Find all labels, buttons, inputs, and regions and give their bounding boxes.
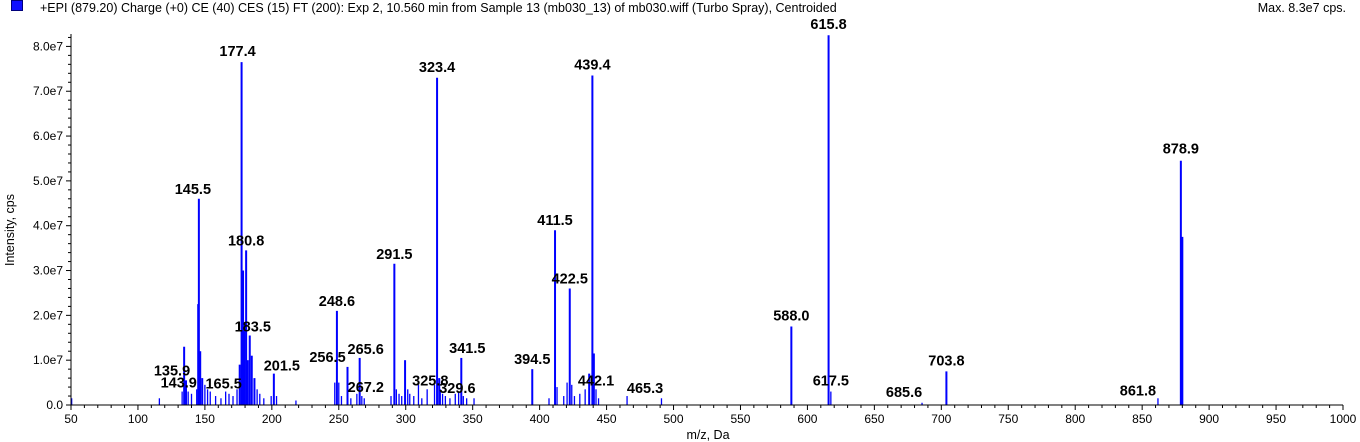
peak-label: 325.8 (412, 373, 448, 389)
x-tick-label: 250 (329, 412, 349, 426)
x-tick-label: 350 (463, 412, 483, 426)
spectrum-title: +EPI (879.20) Charge (+0) CE (40) CES (1… (40, 1, 837, 15)
peak-label: 411.5 (537, 213, 573, 229)
x-tick-label: 650 (864, 412, 884, 426)
peak-label: 703.8 (928, 353, 964, 369)
max-intensity-label: Max. 8.3e7 cps. (1257, 1, 1346, 15)
peak-label: 201.5 (264, 359, 300, 375)
y-tick-label: 2.0e7 (33, 308, 63, 322)
peak-label: 341.5 (449, 341, 485, 357)
peak-label: 165.5 (205, 377, 241, 393)
peak-label: 465.3 (627, 381, 663, 397)
peak-label: 135.9 (154, 363, 190, 379)
peak-label: 177.4 (219, 44, 255, 60)
y-tick-label: 1.0e7 (33, 353, 63, 367)
peak-label: 291.5 (376, 247, 412, 263)
peak-label: 878.9 (1163, 142, 1199, 158)
peak-label: 422.5 (552, 271, 588, 287)
y-tick-label: 4.0e7 (33, 219, 63, 233)
x-tick-label: 700 (931, 412, 951, 426)
peak-label: 180.8 (228, 233, 264, 249)
y-tick-label: 5.0e7 (33, 174, 63, 188)
peak-label: 248.6 (319, 294, 355, 310)
peak-label: 256.5 (309, 350, 345, 366)
x-tick-label: 750 (998, 412, 1018, 426)
x-tick-label: 50 (64, 412, 78, 426)
y-tick-label: 8.0e7 (33, 39, 63, 53)
x-tick-label: 300 (396, 412, 416, 426)
chart-header: +EPI (879.20) Charge (+0) CE (40) CES (1… (0, 0, 1360, 18)
peak-label: 617.5 (813, 374, 849, 390)
x-tick-label: 450 (597, 412, 617, 426)
x-tick-label: 900 (1199, 412, 1219, 426)
peak-label: 861.8 (1120, 383, 1156, 399)
ticks-layer: 0.0 1.0e7 2.0e7 3.0e7 4.0e7 5.0e7 6.0e7 7.0e7 8.… (33, 36, 1357, 426)
x-axis-title: m/z, Da (686, 428, 729, 442)
peak-label: 145.5 (175, 182, 211, 198)
peak-label: 267.2 (348, 380, 384, 396)
x-tick-label: 550 (730, 412, 750, 426)
y-tick-label: 6.0e7 (33, 129, 63, 143)
peak-label: 685.6 (886, 385, 922, 401)
peaks-layer (71, 35, 1184, 405)
y-tick-label: 0.0 (46, 398, 63, 412)
peak-label: 329.6 (439, 381, 475, 397)
peak-label: 323.4 (419, 60, 455, 76)
x-tick-label: 200 (262, 412, 282, 426)
series-swatch-icon (11, 0, 23, 11)
peak-label: 439.4 (574, 58, 610, 74)
peak-label: 183.5 (235, 320, 271, 336)
x-tick-label: 500 (664, 412, 684, 426)
x-tick-label: 600 (797, 412, 817, 426)
peak-label: 394.5 (514, 352, 550, 368)
x-tick-label: 850 (1132, 412, 1152, 426)
peak-label: 615.8 (810, 17, 846, 33)
y-axis-title: Intensity, cps (3, 194, 17, 266)
x-tick-label: 800 (1065, 412, 1085, 426)
y-tick-label: 3.0e7 (33, 264, 63, 278)
x-tick-label: 100 (128, 412, 148, 426)
y-tick-label: 7.0e7 (33, 84, 63, 98)
peak-label: 588.0 (773, 309, 809, 325)
peak-label: 442.1 (578, 373, 614, 389)
x-tick-label: 150 (195, 412, 215, 426)
x-tick-label: 1000 (1330, 412, 1357, 426)
x-tick-label: 950 (1266, 412, 1286, 426)
peak-label: 265.6 (348, 342, 384, 358)
axes-layer (70, 34, 1343, 406)
x-tick-label: 400 (530, 412, 550, 426)
peak-label: 143.9 (161, 375, 197, 391)
